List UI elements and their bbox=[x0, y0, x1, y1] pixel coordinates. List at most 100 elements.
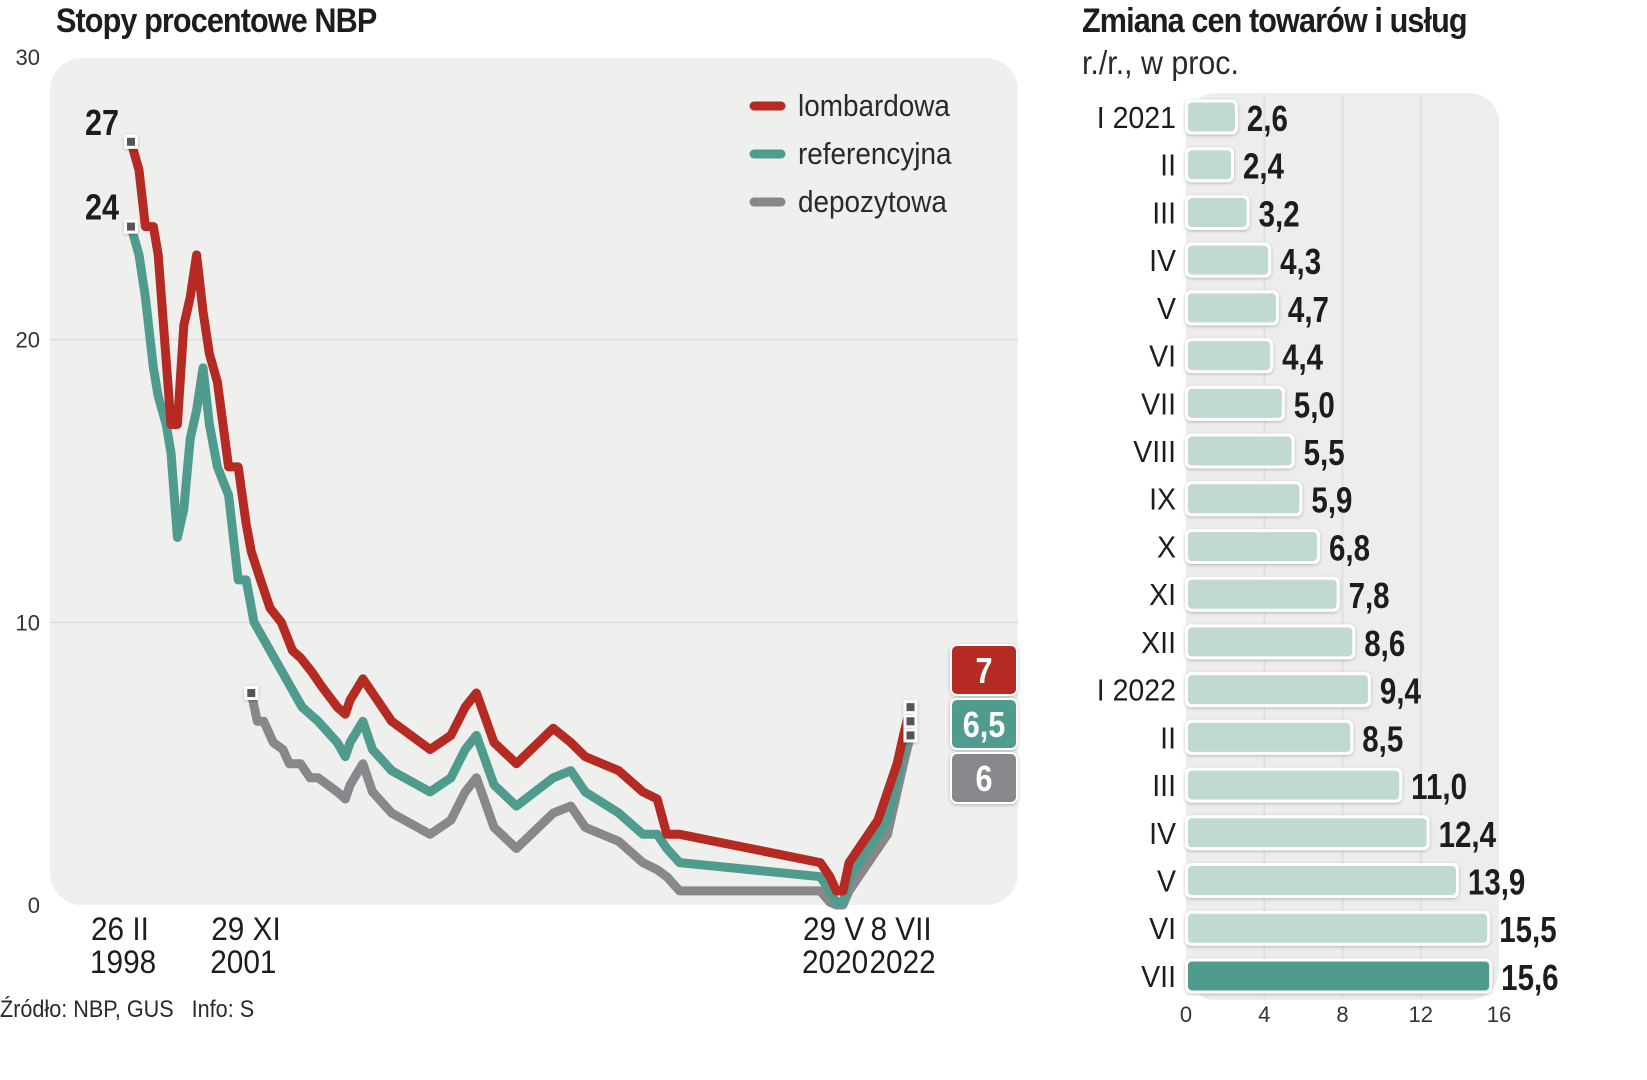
bar-value-label: 5,9 bbox=[1311, 480, 1352, 520]
bar-value-label: 2,4 bbox=[1243, 146, 1285, 186]
bar-row: VII 15,6 bbox=[1141, 957, 1558, 997]
bar-category-label: XI bbox=[1149, 578, 1176, 612]
end-value-badge-lombardowa: 7 bbox=[950, 644, 1018, 696]
start-marker-dot bbox=[247, 689, 256, 697]
bar bbox=[1188, 150, 1231, 180]
bar-category-label: I 2022 bbox=[1097, 674, 1176, 708]
start-value-label: 27 bbox=[85, 104, 119, 144]
bar bbox=[1188, 675, 1368, 705]
x-tick-label: 8 bbox=[1336, 1002, 1348, 1027]
x-tick-year: 2020 bbox=[802, 944, 868, 980]
badge-fill bbox=[952, 700, 1016, 748]
bar bbox=[1188, 245, 1269, 275]
bar-row: X 6,8 bbox=[1157, 528, 1370, 568]
x-tick-day: 26 II bbox=[91, 911, 149, 947]
x-tick-year: 1998 bbox=[90, 944, 156, 980]
x-tick-day: 29 V bbox=[803, 911, 865, 947]
start-marker-dot bbox=[127, 137, 135, 146]
bar-category-label: III bbox=[1152, 196, 1176, 230]
bar bbox=[1188, 531, 1318, 561]
bar-value-label: 4,3 bbox=[1280, 241, 1321, 281]
bar-value-label: 11,0 bbox=[1411, 766, 1467, 806]
source-footer: Źródło: NBP, GUS Info: S bbox=[0, 996, 255, 1023]
bar-category-label: V bbox=[1157, 864, 1176, 898]
series-line-referencyjna bbox=[126, 222, 915, 907]
bar-row: IV 12,4 bbox=[1149, 814, 1497, 854]
x-tick-day: 8 VII bbox=[870, 911, 931, 947]
bar bbox=[1188, 341, 1271, 371]
bar-value-label: 8,6 bbox=[1364, 623, 1405, 663]
bar-category-label: VII bbox=[1141, 387, 1176, 421]
end-marker-dot bbox=[906, 703, 915, 712]
bar-category-label: V bbox=[1157, 292, 1176, 326]
bar-value-label: 4,4 bbox=[1282, 337, 1324, 377]
bar bbox=[1188, 436, 1292, 466]
bar-row: VIII 5,5 bbox=[1133, 432, 1344, 472]
bar bbox=[1188, 770, 1400, 800]
legend-item-lombardowa: lombardowa bbox=[749, 89, 951, 124]
legend-item-depozytowa: depozytowa bbox=[749, 185, 947, 220]
legend-label: depozytowa bbox=[798, 185, 947, 220]
bar-value-label: 12,4 bbox=[1439, 814, 1497, 854]
bar bbox=[1188, 197, 1247, 227]
x-tick-day: 29 XI bbox=[211, 911, 280, 947]
y-tick-label: 20 bbox=[16, 328, 40, 353]
bar-category-label: IV bbox=[1149, 817, 1176, 851]
badge-fill bbox=[952, 646, 1016, 694]
bar-value-label: 4,7 bbox=[1288, 289, 1329, 329]
bar-value-label: 5,0 bbox=[1294, 385, 1335, 425]
bar-category-label: II bbox=[1160, 721, 1176, 755]
badge-value: 6,5 bbox=[963, 706, 1006, 746]
bar-category-label: X bbox=[1157, 530, 1176, 564]
end-value-badge-referencyjna: 6,5 bbox=[950, 698, 1018, 750]
bar-row: III 3,2 bbox=[1152, 194, 1299, 234]
badge-value: 7 bbox=[975, 652, 992, 692]
bar bbox=[1188, 913, 1488, 943]
y-tick-label: 10 bbox=[16, 610, 40, 635]
bar-row: XII 8,6 bbox=[1141, 623, 1405, 663]
bar-category-label: III bbox=[1152, 769, 1176, 803]
bar-value-label: 3,2 bbox=[1259, 194, 1300, 234]
bar-category-label: VI bbox=[1149, 340, 1176, 374]
x-tick-label: 4 bbox=[1258, 1002, 1270, 1027]
bar-category-label: VIII bbox=[1133, 435, 1176, 469]
badge-value: 6 bbox=[975, 760, 992, 800]
bar bbox=[1188, 961, 1490, 991]
end-marker-dot bbox=[906, 717, 915, 726]
x-tick-label: 12 bbox=[1409, 1002, 1433, 1027]
start-marker-dot bbox=[127, 222, 135, 231]
bar-chart-subtitle: r./r., w proc. bbox=[1082, 44, 1239, 81]
bar-row: IX 5,9 bbox=[1149, 480, 1352, 520]
bar-chart-title: Zmiana cen towarów i usług bbox=[1082, 2, 1468, 40]
bar-value-label: 13,9 bbox=[1468, 862, 1525, 902]
bar bbox=[1188, 579, 1337, 609]
bar-value-label: 7,8 bbox=[1349, 575, 1390, 615]
bar-category-label: VII bbox=[1141, 960, 1176, 994]
bar-row: VII 5,0 bbox=[1141, 385, 1335, 425]
bar-value-label: 15,5 bbox=[1499, 909, 1556, 949]
bar-category-label: IV bbox=[1149, 244, 1176, 278]
legend-label: lombardowa bbox=[798, 89, 951, 124]
bar bbox=[1188, 722, 1351, 752]
y-tick-label: 0 bbox=[28, 893, 40, 918]
bar-value-label: 6,8 bbox=[1329, 528, 1370, 568]
bar-category-label: IX bbox=[1149, 483, 1176, 517]
line-chart-title: Stopy procentowe NBP bbox=[56, 2, 377, 40]
bar-row: IV 4,3 bbox=[1149, 241, 1321, 281]
badge-fill bbox=[952, 754, 1016, 802]
bar-row: V 4,7 bbox=[1157, 289, 1329, 329]
bar bbox=[1188, 388, 1282, 418]
x-tick-year: 2022 bbox=[869, 944, 935, 980]
bar-row: XI 7,8 bbox=[1149, 575, 1390, 615]
bar-row: II 8,5 bbox=[1160, 719, 1403, 759]
legend-label: referencyjna bbox=[798, 137, 952, 172]
series-line-lombardowa bbox=[126, 137, 915, 896]
bar bbox=[1188, 102, 1235, 132]
x-tick-label: 16 bbox=[1487, 1002, 1511, 1027]
end-marker-dot bbox=[906, 731, 915, 740]
legend-item-referencyjna: referencyjna bbox=[749, 137, 952, 172]
